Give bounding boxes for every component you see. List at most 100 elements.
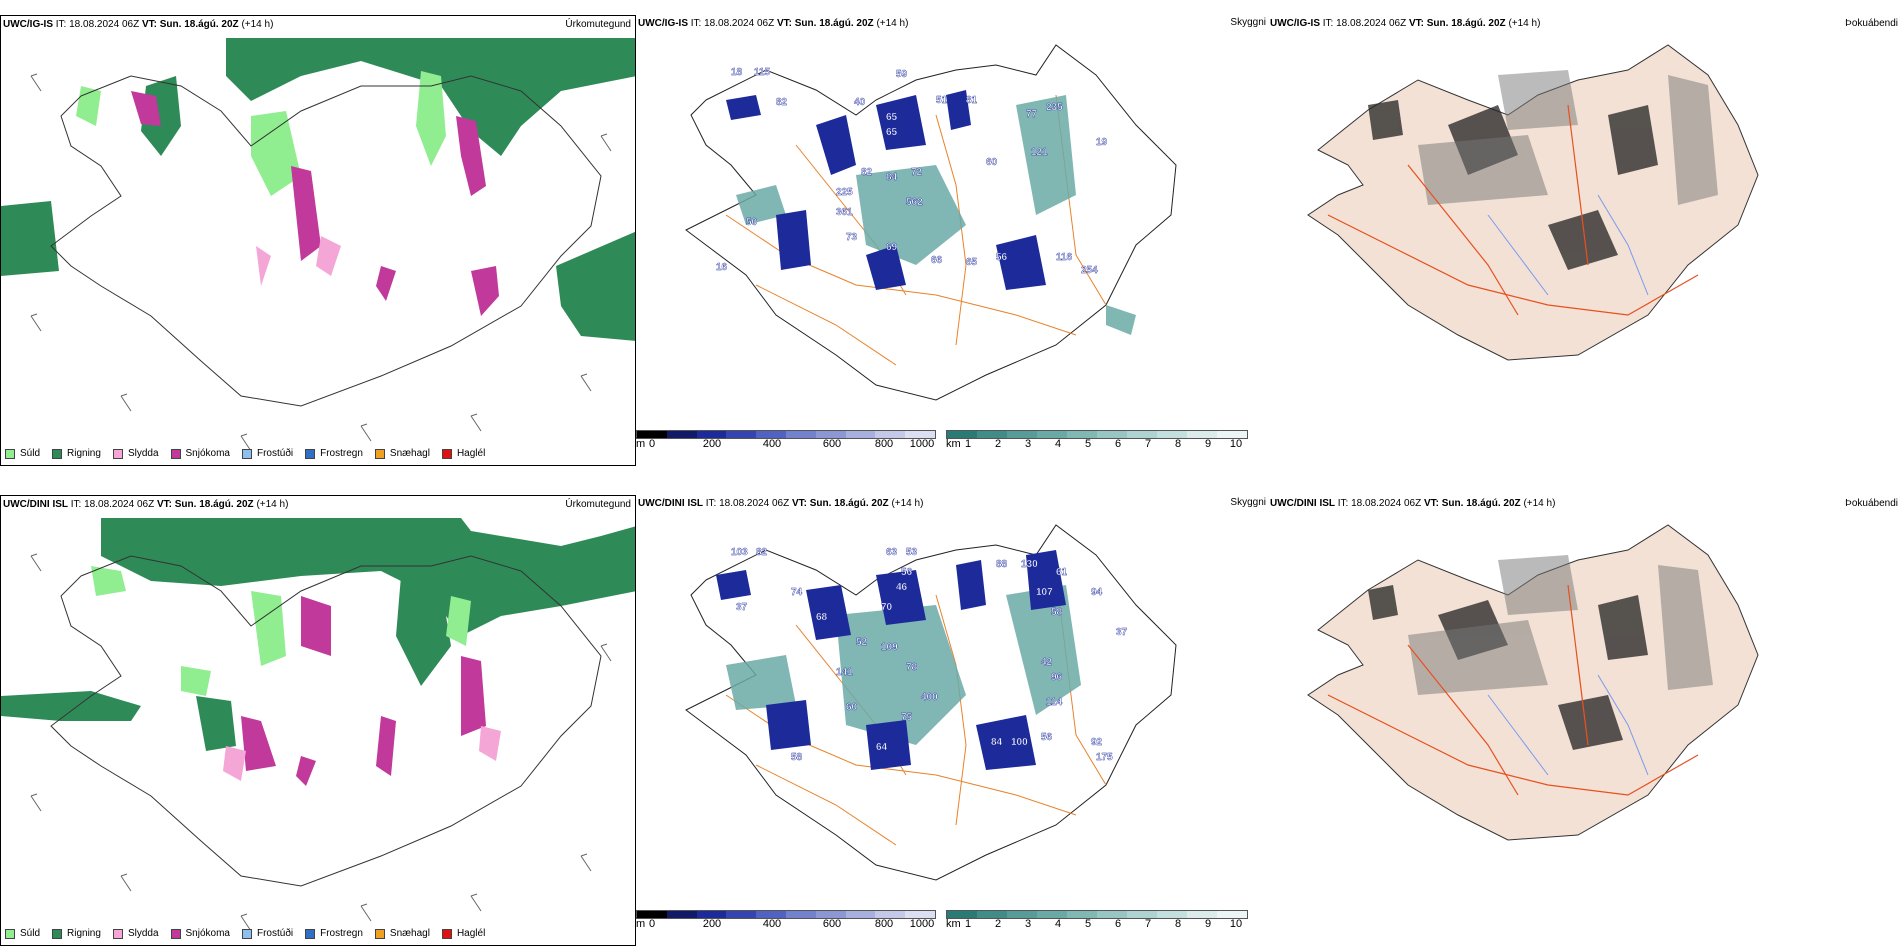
cloud-base-label: 52 (856, 637, 868, 648)
legend-item: Snæhagl (374, 928, 430, 939)
legend-item: Rigning (52, 928, 101, 939)
tick-label: 200 (702, 438, 722, 450)
tick-label: 200 (702, 918, 722, 930)
cloud-base-label: 72 (911, 167, 923, 178)
cloud-base-label: 82 (756, 547, 768, 558)
cloud-base-label: 37 (736, 602, 748, 613)
cloud-base-label: 84 (886, 172, 898, 183)
fog-roads (1327, 584, 1699, 796)
visibility-areas (736, 95, 1136, 335)
cloud-base-label: 65 (886, 127, 898, 138)
cloud-base-label: 63 (886, 547, 898, 558)
cloud-base-label: 562 (906, 197, 923, 208)
cloud-base-label: 107 (1036, 587, 1053, 598)
tick-label: 10 (1229, 438, 1243, 450)
tick-label: 6 (1114, 438, 1122, 450)
tick-label: 2 (994, 918, 1002, 930)
fog-map (1307, 524, 1759, 841)
cloud-base-label: 60 (986, 157, 998, 168)
panel-header: UWC/DINI ISL IT: 18.08.2024 06Z VT: Sun.… (1270, 498, 1556, 509)
cloud-base-label: 82 (776, 97, 788, 108)
tick-label: 0 (648, 438, 656, 450)
cloud-base-label: 114 (1046, 697, 1063, 708)
precip-panel-top: UWC/IG-IS IT: 18.08.2024 06Z VT: Sun. 18… (0, 15, 636, 466)
cloud-base-label: 58 (1051, 607, 1063, 618)
fog-panel-bottom: UWC/DINI ISL IT: 18.08.2024 06Z VT: Sun.… (1268, 495, 1900, 946)
cloud-base-label: 400 (921, 692, 938, 703)
precip-panel-bottom: UWC/DINI ISL IT: 18.08.2024 06Z VT: Sun.… (0, 495, 636, 946)
tick-label: 0 (648, 918, 656, 930)
legend-item: Snjókoma (170, 448, 230, 459)
tick-label: 8 (1174, 438, 1182, 450)
cloud-base-label: 56 (901, 567, 913, 578)
snow-areas (241, 596, 486, 786)
fog-panel-title: Þokuábendi (1845, 18, 1898, 29)
cloud-base-label: 56 (1041, 732, 1053, 743)
tick-label: 5 (1084, 438, 1092, 450)
cloud-base-label: 235 (1046, 102, 1063, 113)
cloud-base-label: 16 (716, 262, 728, 273)
visibility-unit: km (946, 918, 961, 930)
tick-label: 1 (964, 918, 972, 930)
legend-item: Súld (5, 928, 40, 939)
cloud-base-label: 46 (896, 582, 908, 593)
tick-label: 3 (1024, 438, 1032, 450)
cloud-base-label: 96 (1051, 672, 1063, 683)
cloud-base-label: 75 (901, 712, 913, 723)
low-cloud-areas (716, 550, 1066, 770)
cloud-base-label: 103 (731, 547, 748, 558)
tick-label: 7 (1144, 918, 1152, 930)
visibility-areas (726, 585, 1081, 745)
cloud-base-label: 225 (836, 187, 853, 198)
cloud-base-label: 69 (886, 242, 898, 253)
precip-legend: Súld Rigning Slydda Snjókoma Frostúði Fr… (5, 448, 485, 459)
legend-item: Haglél (441, 448, 485, 459)
cloud-base-label: 37 (1116, 627, 1128, 638)
tick-label: 6 (1114, 918, 1122, 930)
legend-item: Rigning (52, 448, 101, 459)
cloud-base-label: 92 (1091, 737, 1103, 748)
cloud-base-label: 74 (791, 587, 803, 598)
cloud-base-label: 141 (836, 667, 853, 678)
precip-legend: Súld Rigning Slydda Snjókoma Frostúði Fr… (5, 928, 485, 939)
legend-item: Frostregn (305, 448, 363, 459)
cloud-base-label: 130 (1021, 559, 1038, 570)
tick-label: 9 (1204, 918, 1212, 930)
cloud-base-label: 68 (816, 612, 828, 623)
fog-panel-title: Þokuábendi (1845, 498, 1898, 509)
panel-header: UWC/IG-IS IT: 18.08.2024 06Z VT: Sun. 18… (3, 19, 274, 30)
tick-label: 10 (1229, 918, 1243, 930)
tick-label: 400 (762, 918, 782, 930)
tick-label: 8 (1174, 918, 1182, 930)
cloud-base-label: 254 (1081, 265, 1098, 276)
coastline (50, 555, 602, 887)
cloud-base-label: 40 (854, 97, 866, 108)
tick-label: 9 (1204, 438, 1212, 450)
cloud-base-label: 82 (861, 167, 873, 178)
tick-label: 800 (874, 918, 894, 930)
cloud-panel-title: Skyggni (1230, 497, 1266, 508)
legend-item: Snæhagl (374, 448, 430, 459)
cloudbase-unit: m (636, 438, 646, 450)
wind-barbs (30, 553, 612, 932)
cloud-base-label: 84 (991, 737, 1003, 748)
fog-panel-top: UWC/IG-IS IT: 18.08.2024 06Z VT: Sun. 18… (1268, 15, 1900, 466)
cloud-base-label: 19 (1096, 137, 1108, 148)
cloud-base-label: 77 (1026, 109, 1038, 120)
cloud-base-label: 361 (836, 207, 853, 218)
tick-label: 4 (1054, 438, 1062, 450)
precip-map (1, 518, 635, 932)
legend-item: Haglél (441, 928, 485, 939)
cloud-base-label: 70 (881, 602, 893, 613)
cloud-base-label: 116 (1056, 252, 1073, 263)
visibility-colorbar: km 1 2 3 4 5 6 7 8 9 10 (946, 910, 1248, 940)
tick-label: 2 (994, 438, 1002, 450)
panel-header: UWC/IG-IS IT: 18.08.2024 06Z VT: Sun. 18… (1270, 18, 1541, 29)
cloud-base-label: 175 (1096, 752, 1113, 763)
cloud-base-label: 66 (931, 255, 943, 266)
cloud-base-label: 100 (1011, 737, 1028, 748)
fog-rivers (1487, 674, 1649, 776)
cloudbase-colorbar: m 0 200 400 600 800 1000 (636, 430, 936, 460)
precip-panel-title: Úrkomutegund (565, 19, 631, 30)
cloud-base-label: 65 (966, 257, 978, 268)
